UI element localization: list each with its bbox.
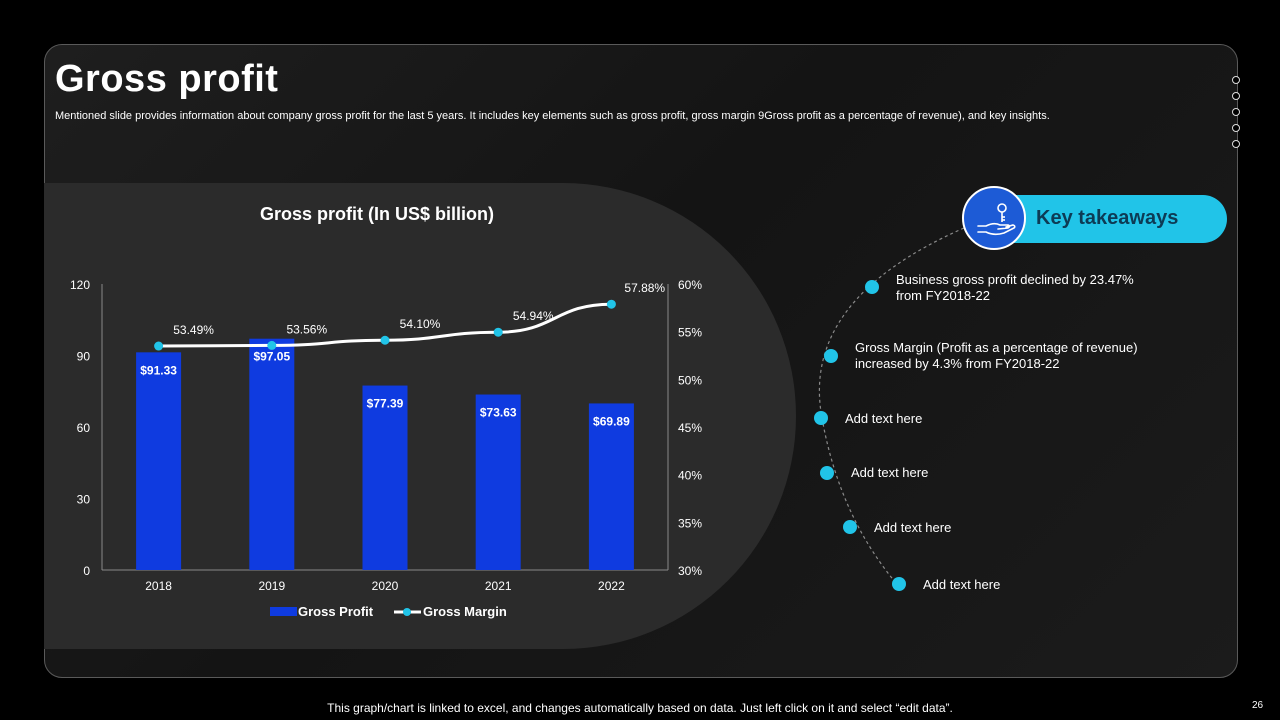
line-point-gross-margin (154, 341, 164, 351)
legend-label-gross-margin: Gross Margin (423, 604, 507, 619)
line-data-label: 53.49% (173, 323, 214, 337)
nav-dot[interactable] (1232, 76, 1240, 84)
bar-gross-profit (362, 385, 408, 570)
bar-data-label: $97.05 (253, 350, 290, 364)
takeaway-item: Add text here (923, 577, 1001, 592)
bar-data-label: $91.33 (140, 363, 177, 377)
line-point-gross-margin (380, 335, 390, 345)
takeaway-item: Add text here (851, 465, 929, 480)
takeaway-marker (820, 466, 834, 480)
bar-gross-profit (588, 403, 634, 570)
dashed-arc (818, 227, 965, 591)
page-title: Gross profit (55, 58, 279, 100)
bar-data-label: $73.63 (480, 406, 517, 420)
nav-dot[interactable] (1232, 108, 1240, 116)
nav-dot[interactable] (1232, 124, 1240, 132)
footer-note: This graph/chart is linked to excel, and… (327, 701, 953, 715)
legend-marker-gross-margin (403, 608, 411, 616)
line-point-gross-margin (493, 327, 503, 337)
slide-nav-dots (1229, 76, 1243, 156)
x-tick-label: 2019 (258, 579, 285, 593)
bar-data-label: $77.39 (367, 397, 404, 411)
y-right-tick-label: 50% (678, 373, 702, 387)
y-right-tick-label: 55% (678, 326, 702, 340)
y-left-tick-label: 60 (77, 421, 91, 435)
page-number: 26 (1252, 700, 1264, 711)
bar-gross-profit (136, 352, 182, 570)
bar-gross-profit (475, 394, 521, 570)
takeaway-marker (892, 577, 906, 591)
bar-gross-profit (249, 338, 295, 570)
y-right-tick-label: 45% (678, 421, 702, 435)
y-right-tick-label: 35% (678, 516, 702, 530)
takeaway-marker (843, 520, 857, 534)
y-left-tick-label: 90 (77, 350, 91, 364)
x-tick-label: 2018 (145, 579, 172, 593)
nav-dot[interactable] (1232, 140, 1240, 148)
line-point-gross-margin (606, 299, 616, 309)
line-data-label: 57.88% (624, 281, 665, 295)
y-right-tick-label: 60% (678, 278, 702, 292)
page-subtitle: Mentioned slide provides information abo… (55, 110, 1050, 122)
line-data-label: 54.94% (513, 309, 554, 323)
x-tick-label: 2022 (598, 579, 625, 593)
y-left-tick-label: 0 (83, 564, 90, 578)
bar-data-label: $69.89 (593, 414, 630, 428)
takeaway-marker (865, 280, 879, 294)
chart-title: Gross profit (In US$ billion) (260, 204, 494, 224)
legend-label-gross-profit: Gross Profit (298, 604, 374, 619)
combo-chart[interactable]: Gross profit (In US$ billion) 0 30 60 90 120 3… (44, 183, 796, 649)
key-takeaways-heading: Key takeaways (1036, 207, 1179, 229)
takeaway-item: Business gross profit declined by 23.47%… (896, 272, 1134, 303)
takeaway-item: Add text here (874, 520, 952, 535)
y-right-tick-label: 30% (678, 564, 702, 578)
key-takeaways-banner (990, 195, 1227, 243)
hand-key-icon-graphic (977, 203, 1016, 236)
x-tick-label: 2021 (485, 579, 512, 593)
takeaway-marker (814, 411, 828, 425)
line-data-label: 53.56% (286, 322, 327, 336)
takeaway-item: Add text here (845, 411, 923, 426)
y-left-tick-label: 30 (77, 493, 91, 507)
x-tick-label: 2020 (372, 579, 399, 593)
legend-swatch-gross-profit (270, 607, 297, 616)
takeaway-marker (824, 349, 838, 363)
chart-panel: Gross profit (In US$ billion) 0 30 60 90 120 3… (44, 183, 796, 649)
nav-dot[interactable] (1232, 92, 1240, 100)
takeaway-item: Gross Margin (Profit as a percentage of … (855, 340, 1138, 371)
line-data-label: 54.10% (400, 317, 441, 331)
hand-key-icon (962, 186, 1026, 250)
y-left-tick-label: 120 (70, 278, 90, 292)
y-right-tick-label: 40% (678, 469, 702, 483)
line-point-gross-margin (267, 340, 277, 350)
